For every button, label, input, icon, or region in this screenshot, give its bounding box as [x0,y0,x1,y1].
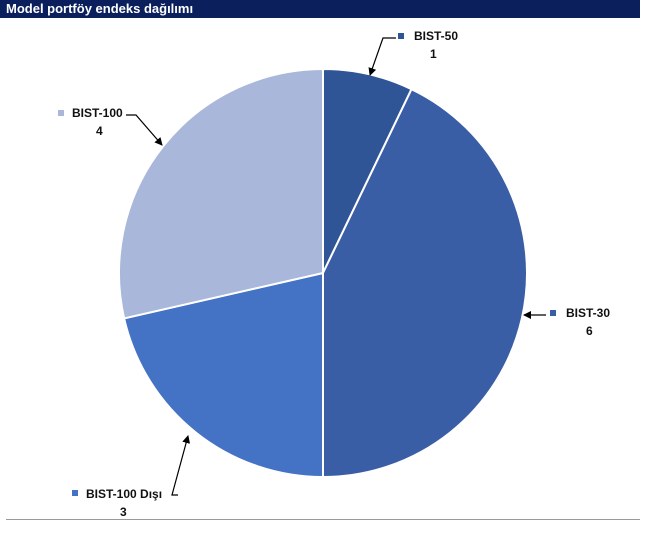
label-swatch-bist-100-d- [72,490,78,496]
value-label-bist-100-d-: 3 [120,505,127,519]
pie-slice-bist-100 [118,67,324,320]
label-swatch-bist-100 [58,110,64,116]
leader-line-bist-100-d- [171,435,191,496]
category-label-bist-100: BIST-100 [72,106,123,120]
category-label-bist-30: BIST-30 [566,306,610,320]
category-label-bist-50: BIST-50 [414,29,458,43]
value-label-bist-100: 4 [96,124,103,138]
chart-title: Model portföy endeks dağılımı [6,1,194,16]
value-label-bist-50: 1 [430,47,437,61]
pie-slice-bist-100-d- [122,271,324,479]
chart-title-bar: Model portföy endeks dağılımı [0,0,640,18]
value-label-bist-30: 6 [586,324,593,338]
bottom-divider [6,519,640,520]
category-label-bist-100-d-: BIST-100 Dışı [86,487,162,501]
label-swatch-bist-50 [398,33,404,39]
leader-line-bist-50 [368,37,396,76]
label-swatch-bist-30 [550,310,556,316]
leader-line-bist-100 [126,114,163,146]
pie-slice-bist-30 [322,87,528,479]
